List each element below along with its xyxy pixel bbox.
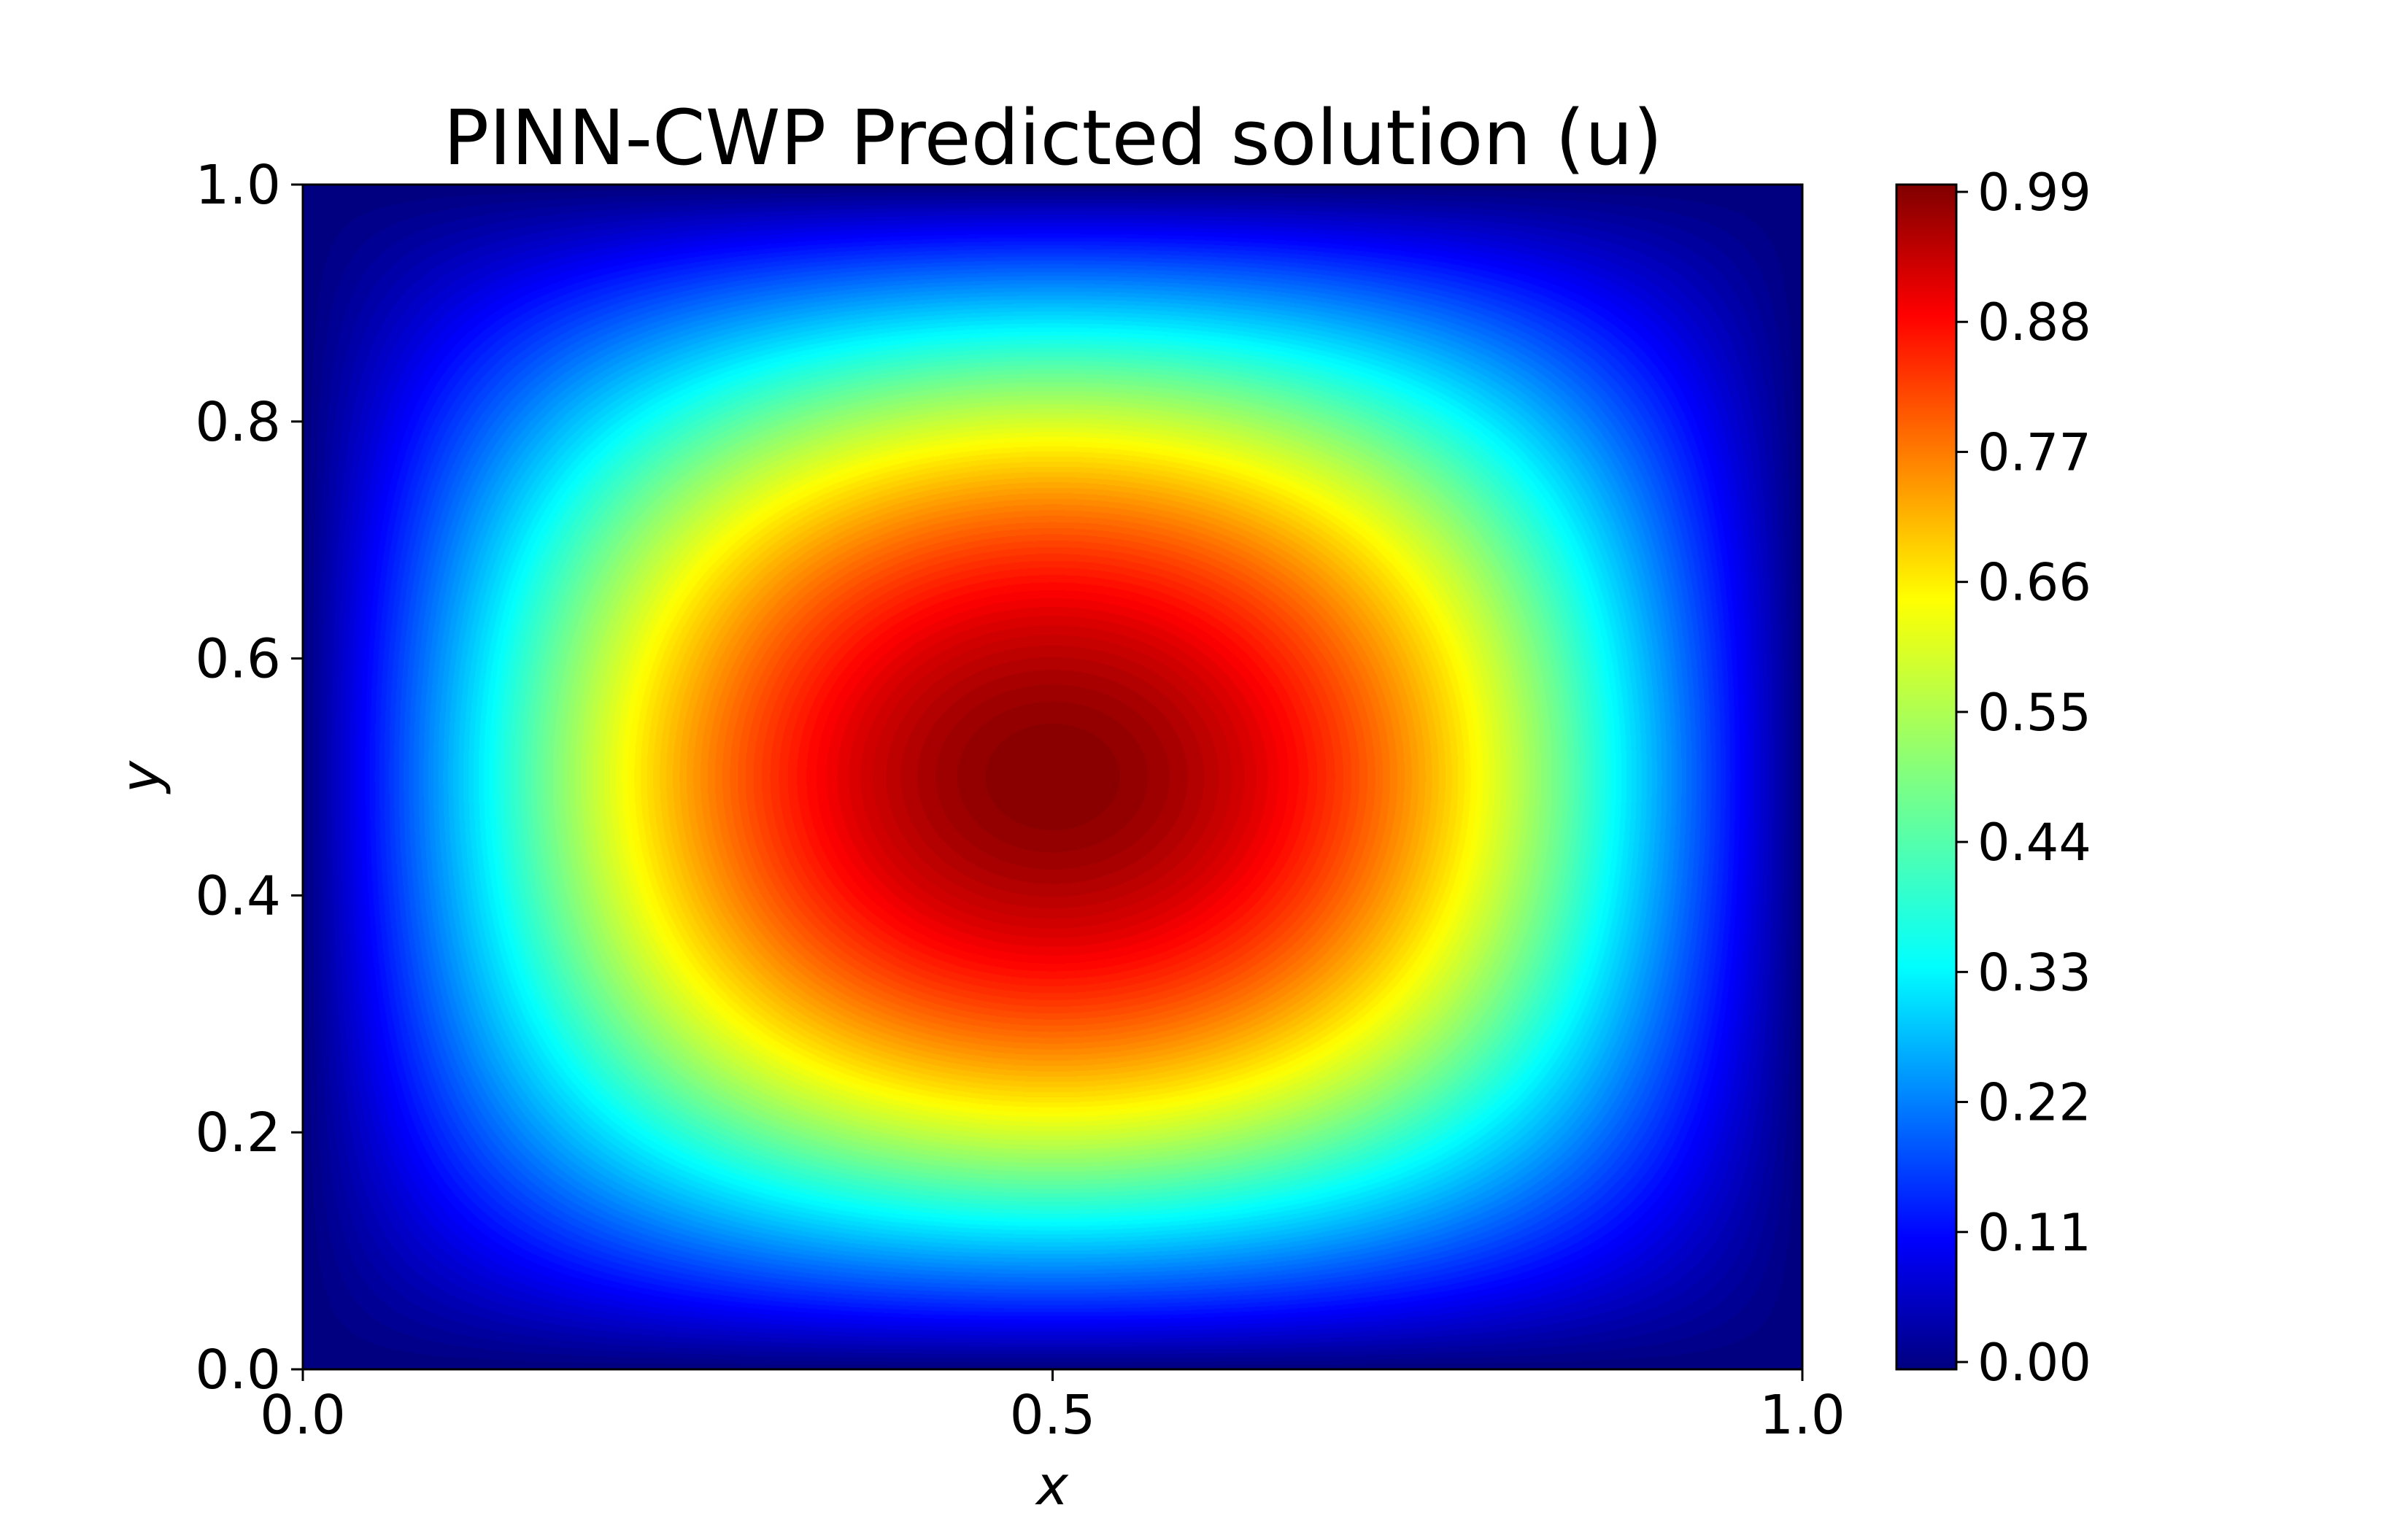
x-tick-label: 0.5 bbox=[1010, 1384, 1096, 1447]
y-tick-label: 0.6 bbox=[195, 628, 281, 691]
colorbar-tick-label: 0.88 bbox=[1977, 293, 2091, 352]
colorbar-tick-label: 0.66 bbox=[1977, 553, 2091, 613]
heatmap-field bbox=[303, 185, 1802, 1369]
colorbar-tick-label: 0.55 bbox=[1977, 683, 2091, 743]
colorbar: 0.00 0.11 0.22 0.33 0.44 0.55 0.66 0.77 0.88 0.99 bbox=[1895, 163, 2091, 1393]
colorbar-tick-label: 0.22 bbox=[1977, 1073, 2091, 1133]
x-tick-label: 1.0 bbox=[1759, 1384, 1845, 1447]
x-tick-label: 0.0 bbox=[260, 1384, 346, 1447]
colorbar-tick-label: 0.77 bbox=[1977, 422, 2091, 482]
colorbar-tick-label: 0.44 bbox=[1977, 813, 2091, 873]
y-tick-label: 1.0 bbox=[195, 154, 281, 217]
colorbar-tick-label: 0.11 bbox=[1977, 1203, 2091, 1263]
y-tick-label: 0.0 bbox=[195, 1339, 281, 1401]
colorbar-tick-label: 0.00 bbox=[1977, 1333, 2091, 1393]
colorbar-gradient bbox=[1895, 183, 1958, 1371]
colorbar-tick-label: 0.99 bbox=[1977, 163, 2091, 223]
y-axis: 0.0 0.2 0.4 0.6 0.8 1.0 y bbox=[109, 154, 303, 1401]
y-tick-label: 0.2 bbox=[195, 1102, 281, 1164]
x-axis-label: x bbox=[1035, 1455, 1069, 1517]
x-axis: 0.0 0.5 1.0 x bbox=[260, 1369, 1845, 1517]
y-axis-label: y bbox=[109, 760, 172, 794]
chart-title: PINN-CWP Predicted solution (u) bbox=[444, 93, 1663, 182]
y-tick-label: 0.4 bbox=[195, 864, 281, 927]
plot-area bbox=[301, 183, 1804, 1371]
colorbar-tick-label: 0.33 bbox=[1977, 943, 2091, 1002]
y-tick-label: 0.8 bbox=[195, 391, 281, 454]
